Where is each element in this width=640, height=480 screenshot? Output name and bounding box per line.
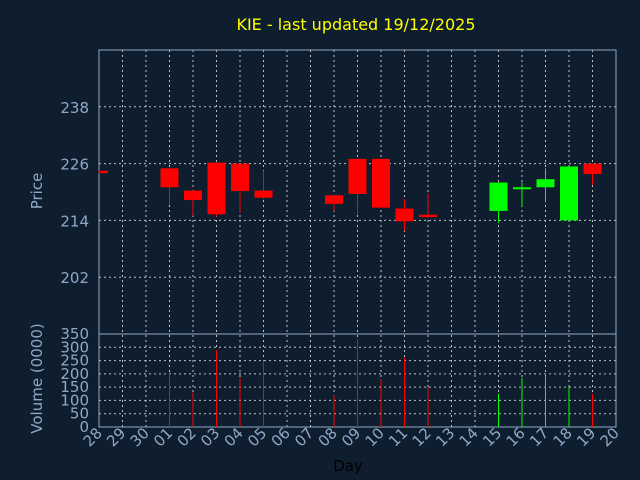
volume-tick-label: 350 xyxy=(60,325,89,343)
x-tick-label: 19 xyxy=(573,424,599,450)
candle-body xyxy=(325,195,343,204)
day-axis-label: Day xyxy=(333,457,363,475)
x-tick-label: 12 xyxy=(409,424,435,450)
x-tick-label: 17 xyxy=(526,424,552,450)
candle-body xyxy=(231,163,249,192)
volume-tick-label: 0 xyxy=(79,418,89,436)
candle-body xyxy=(513,187,531,190)
x-tick-label: 18 xyxy=(550,424,576,450)
volume-tick-label: 200 xyxy=(60,365,89,383)
volume-axis-label: Volume (0000) xyxy=(28,323,46,433)
x-tick-label: 01 xyxy=(150,424,176,450)
x-tick-label: 14 xyxy=(456,424,482,450)
x-tick-label: 09 xyxy=(338,424,364,450)
x-tick-label: 20 xyxy=(597,424,623,450)
price-tick-label: 202 xyxy=(60,269,89,287)
candle-body xyxy=(99,170,108,174)
x-tick-label: 13 xyxy=(432,424,458,450)
x-tick-label: 05 xyxy=(244,424,270,450)
x-tick-label: 02 xyxy=(174,424,200,450)
x-tick-label: 11 xyxy=(385,424,411,450)
x-tick-label: 29 xyxy=(103,424,129,450)
x-tick-label: 03 xyxy=(197,424,223,450)
volume-tick-label: 100 xyxy=(60,391,89,409)
price-tick-label: 226 xyxy=(60,156,89,174)
volume-tick-label: 250 xyxy=(60,352,89,370)
x-tick-label: 30 xyxy=(127,424,153,450)
volume-tick-label: 150 xyxy=(60,378,89,396)
x-tick-label: 10 xyxy=(362,424,388,450)
x-tick-label: 07 xyxy=(291,424,317,450)
price-tick-label: 214 xyxy=(60,212,89,230)
x-tick-label: 15 xyxy=(479,424,505,450)
candle-body xyxy=(184,190,202,201)
x-tick-label: 06 xyxy=(268,424,294,450)
candle-body xyxy=(489,182,508,211)
candle-body xyxy=(560,166,578,221)
x-tick-label: 16 xyxy=(503,424,529,450)
candle-body xyxy=(583,163,602,175)
price-axis-label: Price xyxy=(28,173,46,210)
candle-body xyxy=(372,158,390,208)
volume-tick-label: 50 xyxy=(70,405,89,423)
chart-title: KIE - last updated 19/12/2025 xyxy=(236,15,475,34)
volume-tick-label: 300 xyxy=(60,338,89,356)
candle-body xyxy=(254,190,273,198)
candle-body xyxy=(160,168,179,188)
candle-body xyxy=(419,214,437,218)
candle-body xyxy=(348,158,367,194)
candle-body xyxy=(207,162,226,215)
candle-body xyxy=(536,179,555,188)
price-tick-label: 238 xyxy=(60,99,89,117)
candle-body xyxy=(395,208,414,222)
x-tick-label: 04 xyxy=(221,424,247,450)
x-tick-label: 08 xyxy=(315,424,341,450)
